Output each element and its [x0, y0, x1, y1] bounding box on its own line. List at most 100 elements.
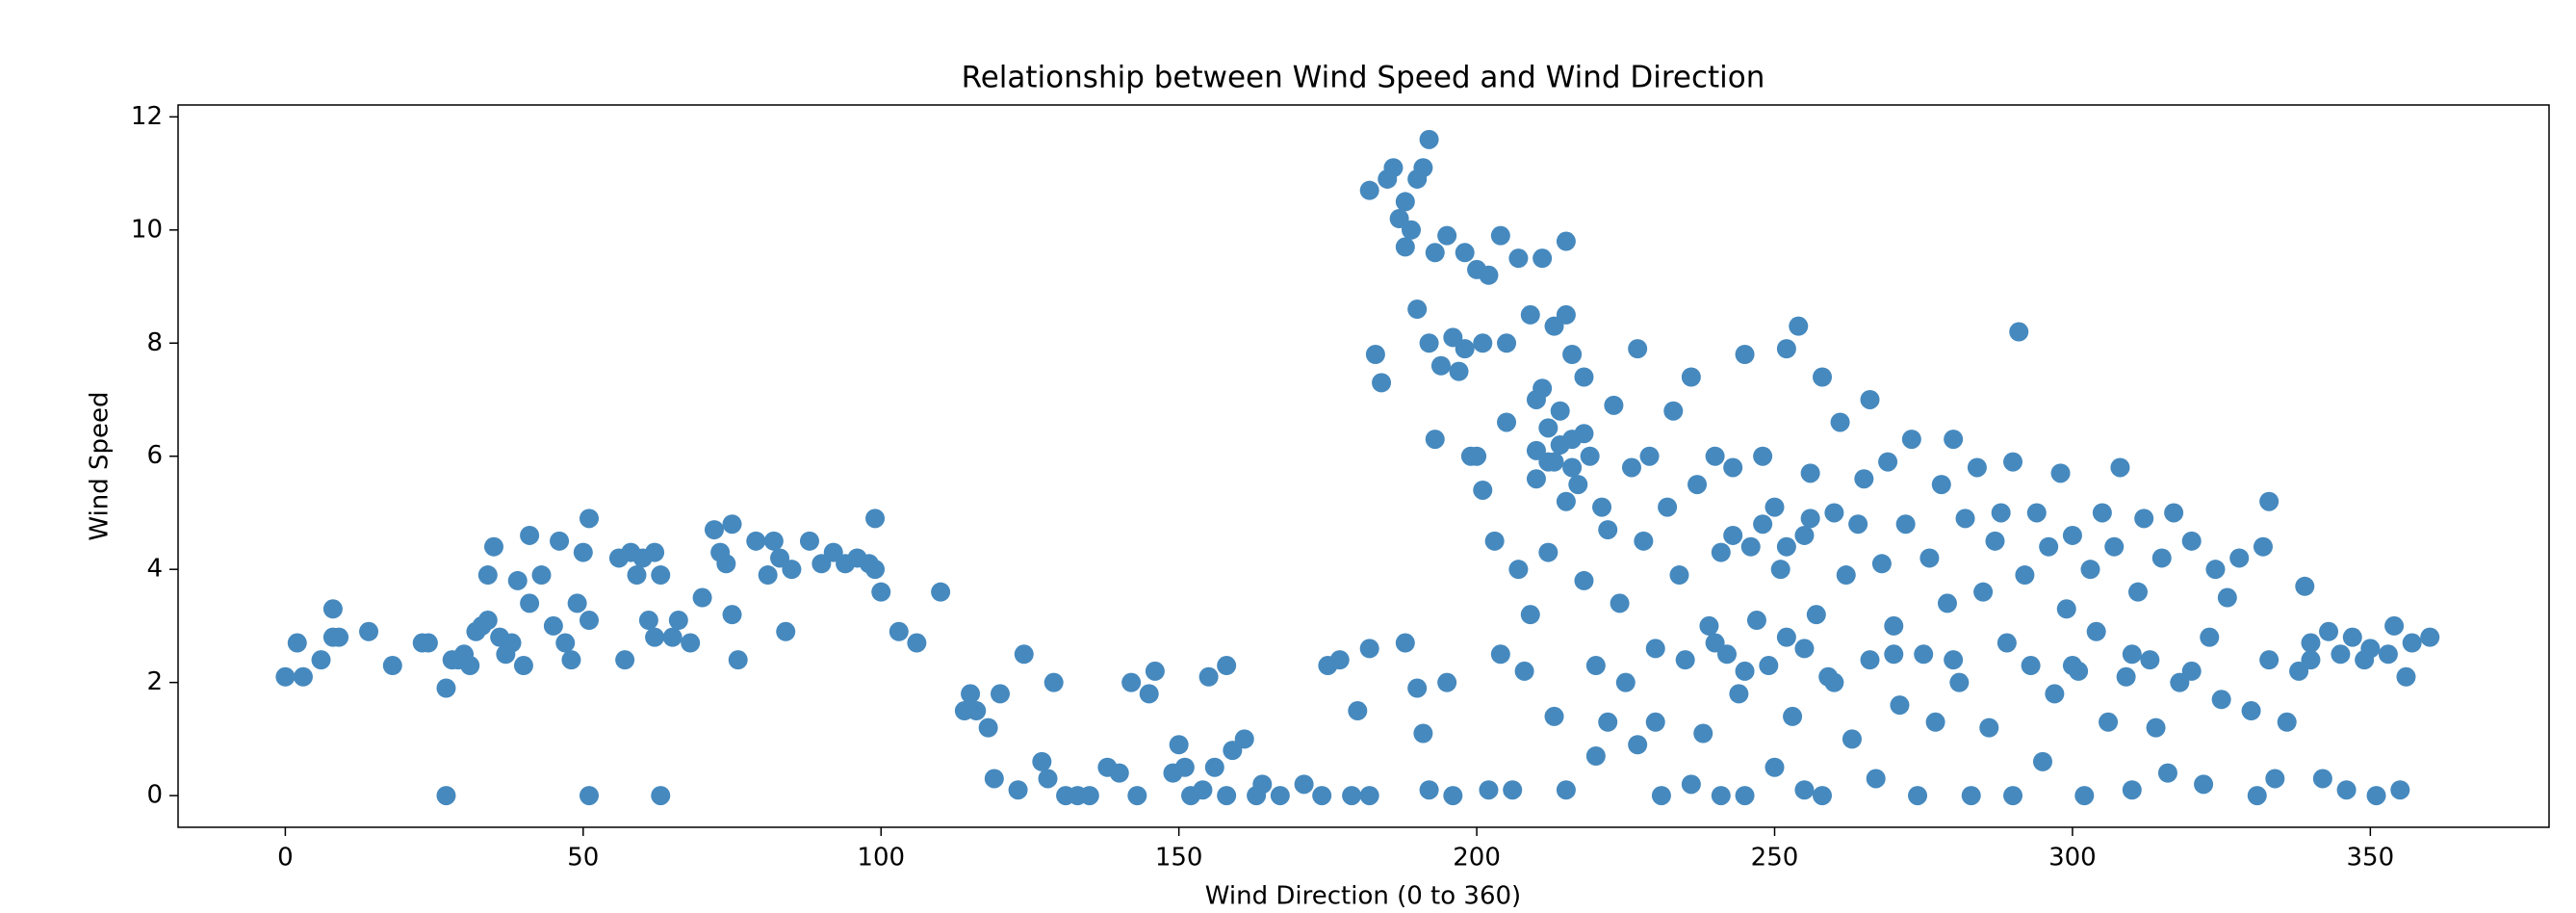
point: [1490, 644, 1510, 665]
y-tick-label: 4: [146, 555, 163, 584]
point: [520, 525, 540, 545]
point: [2134, 509, 2154, 529]
point: [1556, 231, 1576, 251]
point: [1663, 401, 1684, 421]
point: [2277, 712, 2297, 732]
point: [1508, 560, 1529, 580]
point: [722, 514, 742, 535]
point: [520, 593, 540, 613]
point: [1813, 786, 1833, 806]
point: [1008, 780, 1028, 800]
point: [1533, 248, 1553, 269]
point: [2336, 780, 2357, 800]
x-tick-label: 100: [857, 844, 905, 873]
point: [1217, 656, 1237, 676]
point: [1711, 786, 1731, 806]
point: [2265, 769, 2285, 789]
point: [1121, 672, 1142, 692]
point: [1944, 650, 1964, 670]
point: [1628, 735, 1648, 755]
point: [2194, 774, 2214, 795]
point: [1520, 605, 1540, 625]
point: [2319, 621, 2339, 641]
point: [1455, 243, 1475, 263]
point: [1574, 367, 1594, 387]
point: [1538, 542, 1558, 562]
point: [1878, 452, 1898, 472]
point: [1395, 237, 1415, 257]
point: [1402, 220, 1422, 240]
x-tick-label: 200: [1453, 844, 1501, 873]
x-tick-label: 150: [1155, 844, 1203, 873]
point: [1556, 780, 1576, 800]
point: [1372, 373, 1392, 393]
plot-frame: [177, 104, 2550, 828]
point: [1806, 605, 1826, 625]
point: [460, 656, 480, 676]
point: [2092, 503, 2112, 523]
point: [1830, 412, 1850, 432]
point: [531, 565, 552, 586]
point: [561, 650, 581, 670]
point: [638, 611, 658, 631]
point: [2211, 690, 2231, 710]
point: [1651, 786, 1671, 806]
point: [1890, 695, 1910, 716]
point: [2420, 627, 2440, 647]
x-tick-label: 50: [567, 844, 599, 873]
point: [1198, 666, 1219, 687]
point: [1329, 650, 1350, 670]
point: [2003, 786, 2023, 806]
point: [1503, 780, 1523, 800]
point: [1645, 712, 1665, 732]
point: [1675, 650, 1695, 670]
point: [1365, 345, 1385, 365]
point: [645, 542, 665, 562]
point: [961, 684, 981, 704]
point: [1699, 615, 1719, 636]
point: [2301, 633, 2321, 653]
point: [1949, 672, 1970, 692]
point: [2331, 644, 2351, 665]
point: [681, 633, 701, 653]
point: [1848, 514, 1868, 535]
point: [2122, 644, 2142, 665]
point: [651, 565, 671, 586]
point: [1598, 520, 1618, 540]
point: [1252, 774, 1273, 795]
point: [1109, 763, 1129, 783]
point: [1437, 672, 1457, 692]
point: [1746, 611, 1766, 631]
point: [2312, 769, 2332, 789]
point: [1765, 497, 1785, 517]
point: [1871, 554, 1892, 574]
point: [1526, 469, 1546, 489]
point: [1419, 780, 1439, 800]
point: [1895, 514, 1916, 535]
point: [436, 786, 456, 806]
point: [1604, 395, 1624, 415]
point: [1925, 712, 1945, 732]
point: [1866, 769, 1886, 789]
point: [1585, 745, 1606, 766]
point: [1658, 497, 1678, 517]
point: [728, 650, 748, 670]
point: [1538, 452, 1558, 472]
point: [1550, 434, 1570, 455]
point: [1043, 672, 1064, 692]
point: [1937, 593, 1957, 613]
point: [984, 769, 1004, 789]
x-tick-label: 0: [277, 844, 294, 873]
point: [1533, 378, 1553, 399]
point: [2062, 525, 2082, 545]
point: [1723, 525, 1743, 545]
point: [2253, 536, 2273, 557]
point: [662, 627, 683, 647]
point: [1705, 446, 1725, 466]
point: [1568, 475, 1588, 495]
point: [1687, 475, 1708, 495]
point: [2402, 633, 2422, 653]
point: [2127, 582, 2148, 602]
point: [1681, 367, 1701, 387]
point: [2366, 786, 2386, 806]
